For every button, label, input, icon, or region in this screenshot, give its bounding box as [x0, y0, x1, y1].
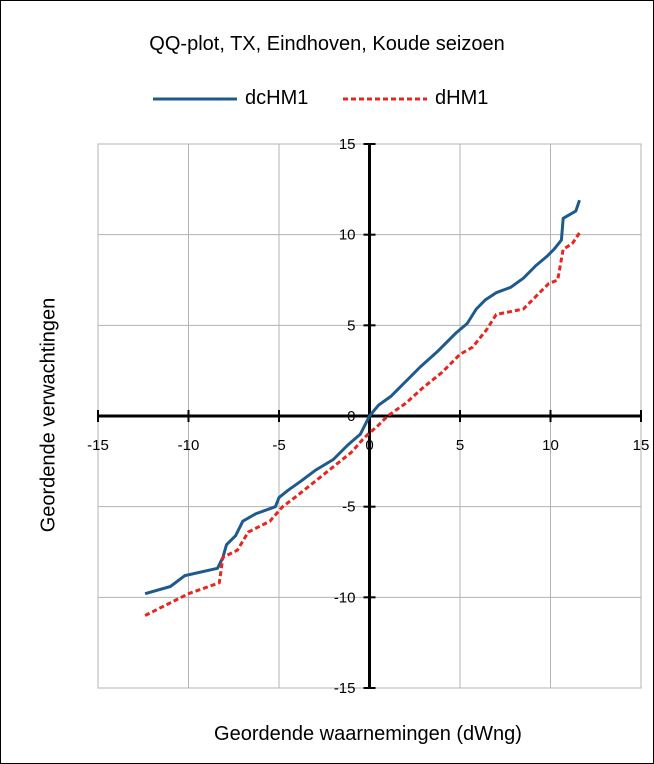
legend-label-dhm1: dHM1: [435, 87, 489, 109]
x-tick-label: 15: [633, 437, 650, 454]
legend-swatch-dchm1: [153, 97, 237, 100]
y-tick-label: -15: [334, 680, 356, 697]
x-tick-label: -10: [178, 437, 200, 454]
legend-label-dchm1: dcHM1: [245, 87, 309, 109]
y-tick-label: 0: [347, 408, 355, 425]
series-line-dchm1: [144, 199, 581, 596]
x-tick-label: -5: [272, 437, 285, 454]
y-tick-label: 10: [339, 227, 356, 244]
y-tick-label: 15: [339, 136, 356, 153]
legend: dcHM1 dHM1: [1, 87, 653, 111]
series-line-dhm1: [144, 232, 581, 617]
x-tick-label: 0: [365, 437, 373, 454]
y-tick-label: 5: [347, 317, 355, 334]
legend-item-dhm1: dHM1: [341, 87, 488, 110]
x-axis-label: Geordende waarnemingen (dWng): [214, 723, 522, 745]
x-tick-label: -15: [87, 437, 109, 454]
legend-item-dchm1: dcHM1: [151, 87, 308, 110]
legend-swatch-dhm1: [343, 97, 427, 100]
y-tick-label: -10: [334, 589, 356, 606]
x-tick-label: 5: [456, 437, 464, 454]
chart-title: QQ-plot, TX, Eindhoven, Koude seizoen: [149, 33, 505, 55]
x-tick-label: 10: [542, 437, 559, 454]
y-tick-label: -5: [342, 499, 355, 516]
